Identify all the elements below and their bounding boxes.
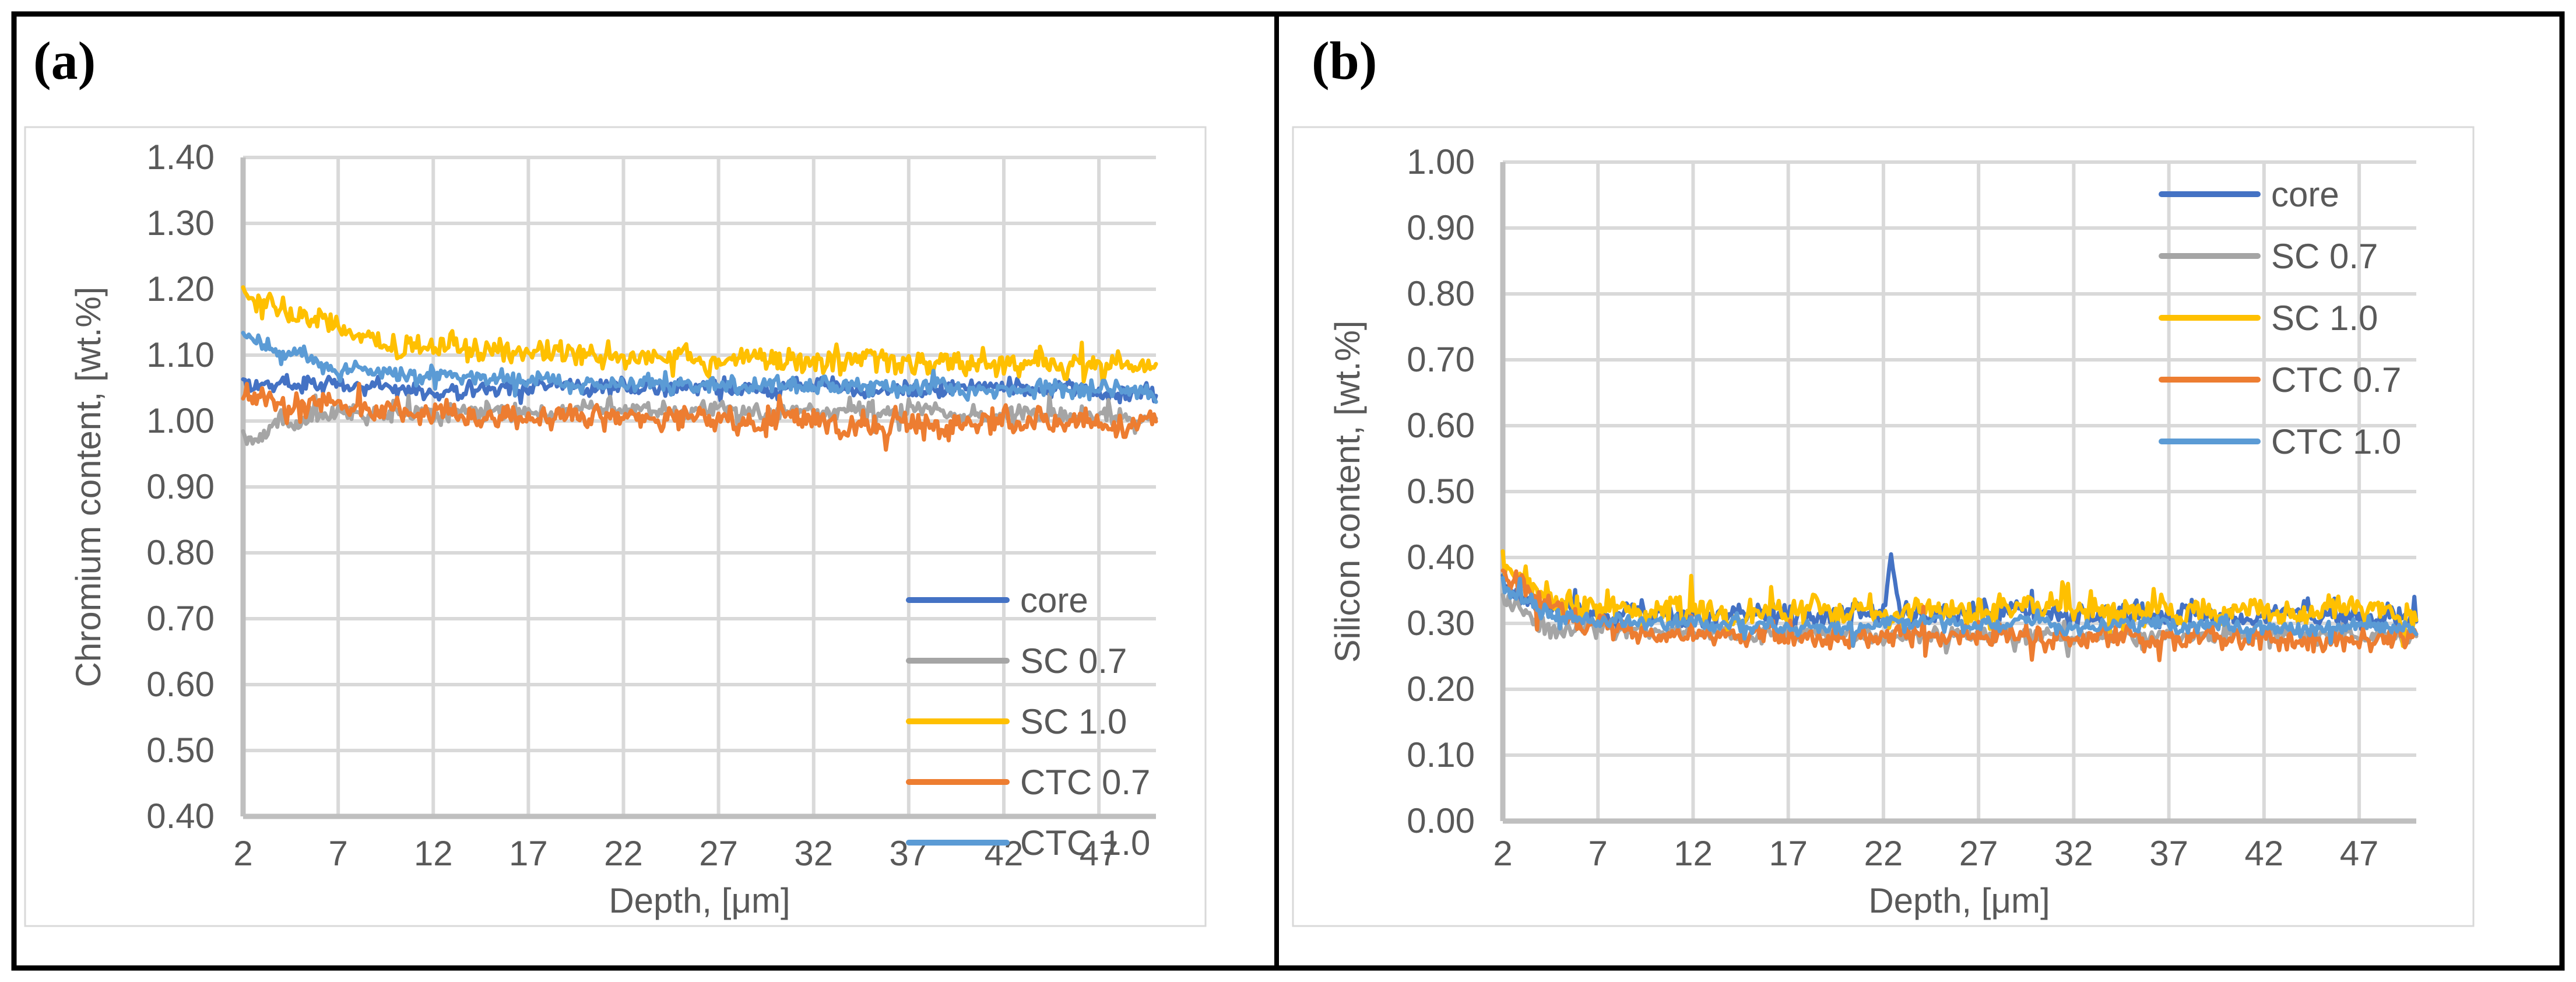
panel-b-series-line-ctc-1-0	[1500, 576, 2419, 648]
panel-b-x-tick-label: 7	[1589, 834, 1608, 873]
panel-b-y-tick-label: 0.60	[1407, 406, 1475, 445]
panel-a-legend-label-ctc-1-0: CTC 1.0	[1020, 823, 1150, 862]
panel-b-x-tick-label: 32	[2054, 834, 2093, 873]
panel-a-legend-label-sc-0-7: SC 0.7	[1020, 641, 1127, 681]
panel-a-x-tick-label: 47	[1080, 834, 1119, 873]
panel-b-y-axis-title: Silicon content, [wt.%]	[1328, 320, 1367, 663]
panel-b-x-tick-label: 22	[1864, 834, 1903, 873]
panel-b-series-line-sc-1-0	[1500, 549, 2419, 648]
panel-a-legend-label-core: core	[1020, 581, 1088, 620]
panel-b-y-tick-label: 0.80	[1407, 274, 1475, 313]
panel-b-x-tick-label: 12	[1674, 834, 1713, 873]
panel-a-legend-label-sc-1-0: SC 1.0	[1020, 702, 1127, 741]
panel-a-y-tick-label: 1.20	[146, 269, 215, 308]
panel-b-legend-label-sc-1-0: SC 1.0	[2271, 299, 2378, 338]
panel-b-x-tick-label: 17	[1769, 834, 1808, 873]
panel-b-y-tick-label: 0.30	[1407, 604, 1475, 643]
panel-a-series-line-ctc-0-7	[241, 381, 1158, 452]
panel-a-x-axis-title: Depth, [μm]	[609, 881, 790, 920]
panel-b-y-tick-label: 0.40	[1407, 538, 1475, 577]
panel-b-x-tick-label: 2	[1493, 834, 1512, 873]
panel-b-legend-label-ctc-1-0: CTC 1.0	[2271, 422, 2401, 461]
panel-a-label: (a)	[33, 31, 96, 90]
panel-a-chart-border	[24, 126, 1207, 927]
panel-a-y-tick-label: 1.10	[146, 335, 215, 374]
panel-b-y-tick-label: 0.20	[1407, 669, 1475, 709]
panel-a-y-tick-label: 0.70	[146, 599, 215, 638]
panel-b-y-tick-label: 0.90	[1407, 208, 1475, 247]
panel-b-legend-label-core: core	[2271, 175, 2339, 214]
panel-a-y-tick-label: 1.40	[146, 138, 215, 177]
figure-border	[11, 11, 2565, 971]
panel-b-chart-border	[1292, 126, 2475, 927]
panel-a-x-tick-label: 12	[414, 834, 453, 873]
panel-a-legend-label-ctc-0-7: CTC 0.7	[1020, 763, 1150, 802]
panel-b-y-tick-label: 0.70	[1407, 340, 1475, 379]
panel-a-series-line-sc-1-0	[241, 285, 1158, 386]
panel-b-x-tick-label: 37	[2149, 834, 2188, 873]
panel-a-y-tick-label: 1.00	[146, 401, 215, 440]
panel-b-legend-label-ctc-0-7: CTC 0.7	[2271, 360, 2401, 399]
panel-b-label: (b)	[1312, 31, 1377, 90]
panel-a-y-tick-label: 0.80	[146, 533, 215, 572]
panel-a-x-tick-label: 27	[699, 834, 738, 873]
panel-a-series-line-ctc-1-0	[241, 331, 1158, 404]
panel-a-x-tick-label: 17	[509, 834, 548, 873]
panel-a-y-axis-title: Chromium content, [wt.%]	[69, 286, 108, 688]
panel-b-y-tick-label: 0.50	[1407, 472, 1475, 511]
panel-b-y-tick-label: 1.00	[1407, 142, 1475, 181]
panel-a-y-tick-label: 1.30	[146, 204, 215, 243]
panel-b-x-axis-title: Depth, [μm]	[1868, 881, 2050, 920]
panel-a-x-tick-label: 7	[328, 834, 347, 873]
panel-a-y-tick-label: 0.90	[146, 467, 215, 506]
panel-a-y-tick-label: 0.50	[146, 731, 215, 770]
panel-b-legend-label-sc-0-7: SC 0.7	[2271, 237, 2378, 276]
panel-b-x-tick-label: 27	[1959, 834, 1998, 873]
panel-a-y-tick-label: 0.40	[146, 797, 215, 836]
panel-b-x-tick-label: 47	[2340, 834, 2379, 873]
panel-b-y-tick-label: 0.10	[1407, 735, 1475, 774]
panel-a-y-tick-label: 0.60	[146, 665, 215, 704]
panel-a-x-tick-label: 32	[794, 834, 833, 873]
panel-a-x-tick-label: 22	[604, 834, 643, 873]
panel-a-x-tick-label: 2	[233, 834, 252, 873]
panel-b-x-tick-label: 42	[2244, 834, 2283, 873]
panel-b-y-tick-label: 0.00	[1407, 801, 1475, 840]
